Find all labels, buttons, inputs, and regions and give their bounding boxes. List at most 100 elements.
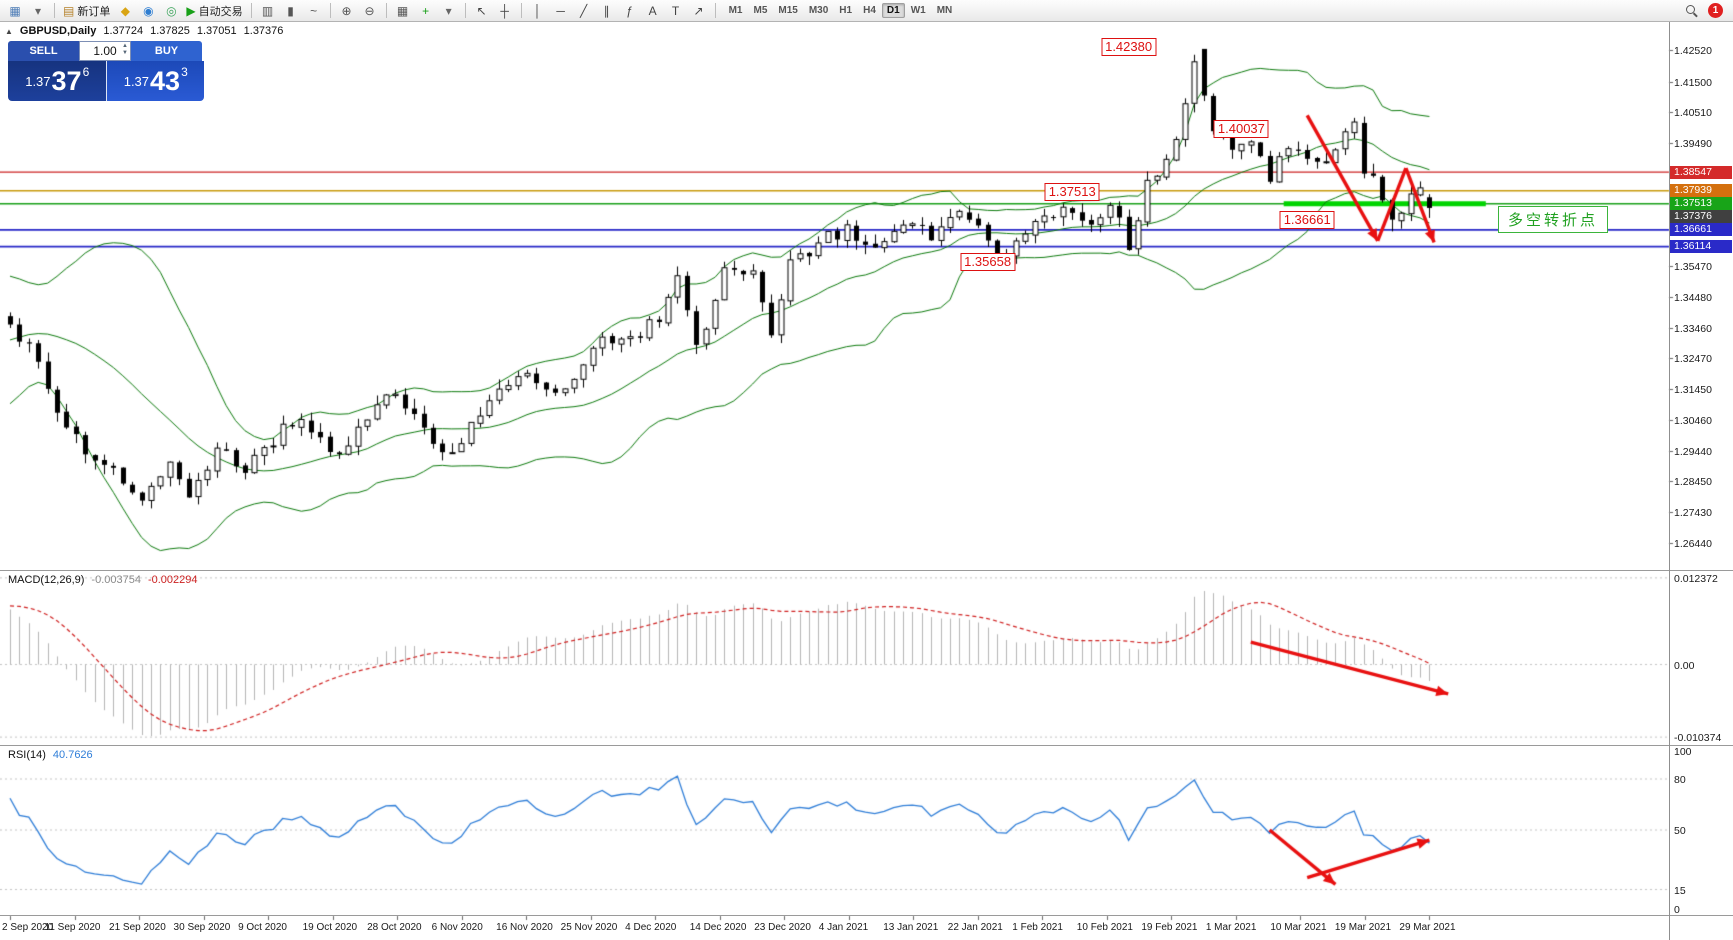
price-callout[interactable]: 1.35658 xyxy=(960,253,1016,272)
buy-price-big: 43 xyxy=(150,66,181,96)
channel-button[interactable]: ∥ xyxy=(596,2,618,20)
tile-windows-button[interactable]: ▦ xyxy=(392,2,414,20)
navigator-button[interactable]: ◎ xyxy=(160,2,182,20)
search-icon[interactable] xyxy=(1685,4,1698,17)
toolbar-separator xyxy=(714,3,716,18)
notification-badge[interactable]: 1 xyxy=(1708,3,1723,18)
timeframe-w1-button[interactable]: W1 xyxy=(910,5,926,16)
buy-button[interactable]: BUY xyxy=(131,41,202,61)
collapse-icon[interactable]: ▲ xyxy=(5,26,13,36)
volume-input[interactable]: 1.00 ▲ ▼ xyxy=(79,41,131,61)
timeframe-m5-button[interactable]: M5 xyxy=(753,5,768,16)
cursor-icon: ↖ xyxy=(476,3,487,18)
time-axis-label: 2 Sep 2020 xyxy=(2,922,54,933)
price-callout[interactable]: 1.37513 xyxy=(1044,182,1100,201)
label-button[interactable]: T xyxy=(665,2,687,20)
sell-button[interactable]: SELL xyxy=(8,41,79,61)
rsi-axis-label: 15 xyxy=(1674,884,1686,897)
spinner-up-icon[interactable]: ▲ xyxy=(122,43,128,49)
timeframe-m30-button[interactable]: M30 xyxy=(808,5,829,16)
price-axis-label: 1.32470 xyxy=(1674,353,1712,366)
price-callout[interactable]: 1.40037 xyxy=(1213,119,1269,138)
volume-spinner: ▲ ▼ xyxy=(122,43,128,57)
toolbar: ▦ ▾ ▤ 新订单 ◆ ◉ ◎ ▶ 自动交易 ▥ ▮ ~ ⊕ ⊖ ▦ + ▾ ↖ ┼ │ ─ ╱ ∥ ƒ A T ↗ M1 M5 M15… xyxy=(0,0,1733,22)
panel-splitter[interactable] xyxy=(0,745,1733,746)
timeframe-mn-button[interactable]: MN xyxy=(936,5,953,16)
toolbar-separator xyxy=(464,3,466,18)
turning-point-annotation[interactable]: 多空转折点 xyxy=(1498,206,1609,233)
timeframe-h1-button[interactable]: H1 xyxy=(839,5,853,16)
spinner-down-icon[interactable]: ▼ xyxy=(122,50,128,56)
price-axis-label: 1.42520 xyxy=(1674,45,1712,58)
sell-price-big: 37 xyxy=(51,66,82,96)
arrows-tool-button[interactable]: ↗ xyxy=(688,2,710,20)
rsi-axis-label: 0 xyxy=(1674,904,1680,916)
cursor-button[interactable]: ↖ xyxy=(471,2,493,20)
text-button[interactable]: A xyxy=(642,2,664,20)
rsi-axis-label: 80 xyxy=(1674,774,1686,786)
price-badge: 1.36661 xyxy=(1670,223,1732,237)
new-order-icon: ▤ xyxy=(63,3,75,18)
macd-title-text: MACD(12,26,9) xyxy=(8,574,85,586)
indicators-icon: + xyxy=(422,3,430,18)
toolbar-separator xyxy=(520,3,522,18)
horizontal-line-button[interactable]: ─ xyxy=(550,2,572,20)
price-badge: 1.36114 xyxy=(1670,240,1732,254)
time-axis-label: 1 Mar 2021 xyxy=(1205,922,1257,933)
axis-separator xyxy=(1669,22,1670,940)
sell-price-prefix: 1.37 xyxy=(25,73,51,89)
autotrading-button[interactable]: ▶ 自动交易 xyxy=(183,2,245,20)
timeframe-m1-button[interactable]: M1 xyxy=(728,5,743,16)
time-axis-label: 29 Mar 2021 xyxy=(1399,922,1456,933)
candlestick-chart-button[interactable]: ▮ xyxy=(280,2,302,20)
panel-splitter[interactable] xyxy=(0,570,1733,571)
metaeditor-button[interactable]: ◆ xyxy=(114,2,136,20)
vertical-line-button[interactable]: │ xyxy=(527,2,549,20)
time-axis-label: 10 Feb 2021 xyxy=(1076,922,1133,933)
macd-axis-label: 0.00 xyxy=(1674,659,1695,672)
timeframe-d1-button[interactable]: D1 xyxy=(881,3,905,18)
price-axis-label: 1.27430 xyxy=(1674,507,1712,520)
sell-price-button[interactable]: 1.37 37 6 xyxy=(8,61,107,101)
new-order-button[interactable]: ▤ 新订单 xyxy=(60,2,113,20)
time-axis-label: 30 Sep 2020 xyxy=(173,922,231,933)
new-chart-dropdown[interactable]: ▾ xyxy=(27,2,49,20)
panel-splitter[interactable] xyxy=(0,915,1733,916)
price-axis-label: 1.28450 xyxy=(1674,476,1712,489)
line-chart-button[interactable]: ~ xyxy=(303,2,325,20)
macd-axis-label: -0.010374 xyxy=(1674,732,1722,745)
indicators-button[interactable]: + xyxy=(415,2,437,20)
fibonacci-button[interactable]: ƒ xyxy=(619,2,641,20)
macd-label: MACD(12,26,9) -0.003754 -0.002294 xyxy=(8,574,198,586)
new-chart-button[interactable]: ▦ xyxy=(4,2,26,20)
trendline-button[interactable]: ╱ xyxy=(573,2,595,20)
timeframe-m15-button[interactable]: M15 xyxy=(778,5,798,16)
symbol-label: GBPUSD,Daily xyxy=(19,25,97,37)
timeframe-h4-button[interactable]: H4 xyxy=(863,5,876,16)
bar-chart-button[interactable]: ▥ xyxy=(257,2,279,20)
price-badge: 1.38547 xyxy=(1670,165,1732,179)
vertical-line-icon: │ xyxy=(533,3,542,18)
zoom-in-button[interactable]: ⊕ xyxy=(336,2,358,20)
autotrading-icon: ▶ xyxy=(186,3,196,18)
zoom-out-button[interactable]: ⊖ xyxy=(359,2,381,20)
indicators-dropdown[interactable]: ▾ xyxy=(438,2,460,20)
price-axis-label: 1.41500 xyxy=(1674,76,1712,89)
market-watch-button[interactable]: ◉ xyxy=(137,2,159,20)
price-axis-label: 1.35470 xyxy=(1674,261,1712,274)
navigator-icon: ◎ xyxy=(166,3,177,18)
toolbar-separator xyxy=(250,3,252,18)
sell-price-sup: 6 xyxy=(82,65,90,79)
crosshair-button[interactable]: ┼ xyxy=(494,2,516,20)
time-axis-label: 6 Nov 2020 xyxy=(431,922,483,933)
rsi-value: 40.7626 xyxy=(52,749,93,761)
buy-price-button[interactable]: 1.37 43 3 xyxy=(106,61,204,101)
price-callout[interactable]: 1.42380 xyxy=(1101,38,1157,57)
time-axis-label: 10 Mar 2021 xyxy=(1270,922,1327,933)
trendline-icon: ╱ xyxy=(579,3,588,18)
price-callout[interactable]: 1.36661 xyxy=(1279,210,1335,229)
time-axis-label: 23 Dec 2020 xyxy=(754,922,811,933)
time-axis-label: 1 Feb 2021 xyxy=(1012,922,1063,933)
